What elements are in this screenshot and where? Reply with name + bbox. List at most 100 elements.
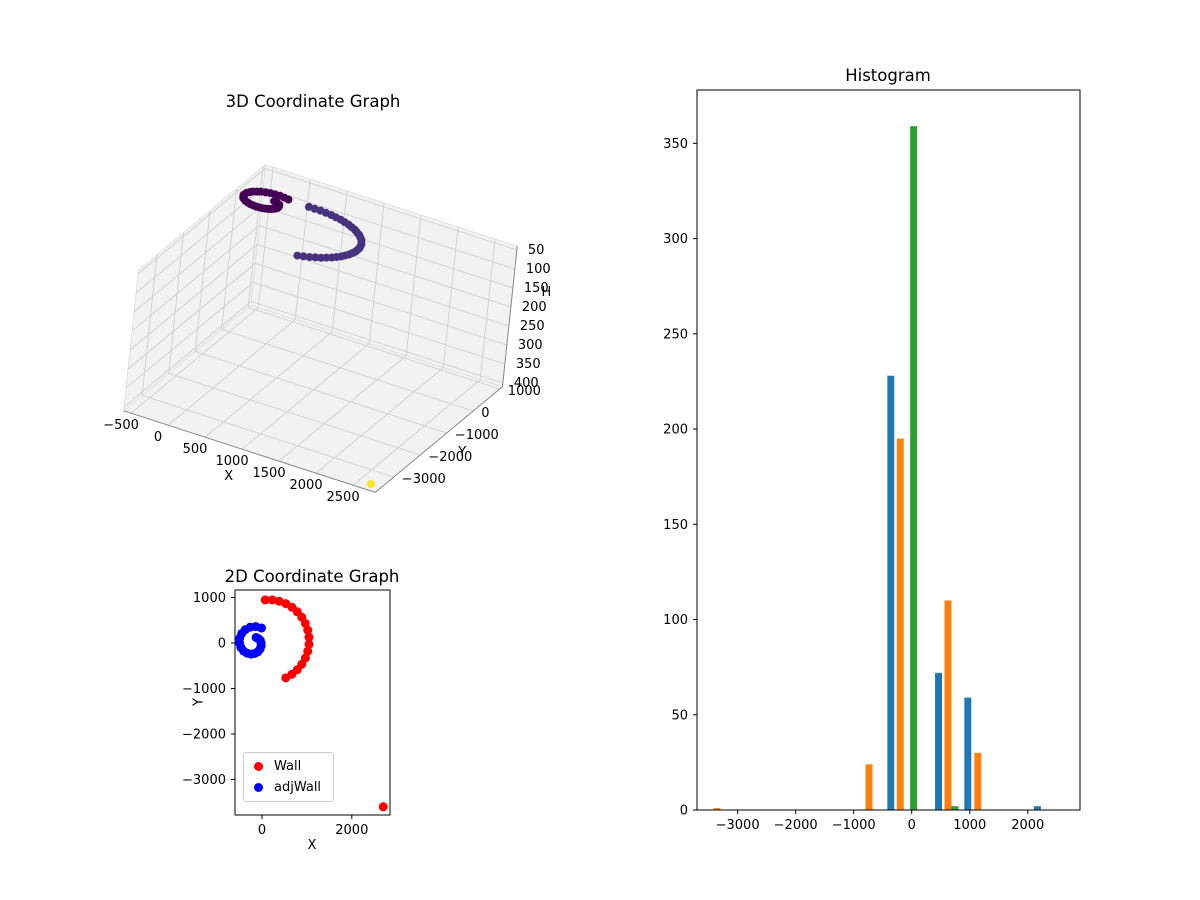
histogram-bar (974, 752, 982, 810)
plot3d-title: 3D Coordinate Graph (225, 92, 401, 111)
legend-item-wall: Wall (254, 759, 321, 774)
plot3d-z-tick-label: 250 (520, 319, 545, 334)
plot3d-x-axis-label: X (224, 469, 233, 484)
grid-line-3d (253, 281, 505, 365)
plot2d-y-tick-label: 1000 (193, 591, 226, 606)
grid-line-3d (442, 226, 459, 368)
scatter3d-point-Wall (317, 253, 326, 262)
grid-line-3d (133, 206, 262, 313)
plot3d-z-tick-label: 300 (518, 338, 543, 353)
plot2d-axes-frame (234, 589, 391, 816)
histogram-y-tick-label: 250 (663, 327, 688, 342)
grid-line-3d (263, 186, 515, 270)
histogram-y-tick-label: 150 (663, 518, 688, 533)
grid-line-3d (315, 367, 444, 474)
histogram-y-tick-label: 100 (663, 613, 688, 628)
scatter3d-point-Wall (299, 252, 308, 261)
plot3d-z-tick-label: 400 (514, 376, 539, 391)
scatter-point-Wall (281, 673, 291, 683)
plot3d-y-axis-label: Y (457, 445, 466, 460)
plot3d-x-tick-label: 1500 (253, 466, 286, 481)
plot2d-y-tick-label: −1000 (182, 682, 226, 697)
histogram-bar (896, 438, 904, 810)
axis-spine-3d (123, 410, 376, 493)
scatter-point-Wall (303, 625, 313, 635)
grid-line-3d (204, 331, 333, 438)
histogram-y-tick-label: 0 (680, 804, 688, 819)
scatter3d-point-Wall (305, 253, 314, 262)
adjwall-marker-icon (254, 783, 263, 792)
histogram-x-tick-label: 2000 (1011, 818, 1044, 833)
histogram-y-tick-label: 300 (663, 232, 688, 247)
grid-line-3d (195, 350, 447, 434)
histogram-y-tick-label: 350 (663, 137, 688, 152)
histogram-bar (887, 375, 895, 810)
histogram-bar (951, 806, 959, 810)
plot3d-y-tick-label: 1000 (508, 384, 541, 399)
histogram-axes-frame (696, 89, 1081, 811)
plot3d-x-tick-label: 0 (154, 430, 162, 445)
plot2d-y-tick-label: 0 (218, 637, 226, 652)
scatter-point-adjWall (251, 633, 261, 643)
grid-line-3d (368, 202, 385, 344)
plot3d-y-tick-label: 0 (481, 406, 489, 421)
plot3d-z-tick-label: 50 (528, 243, 545, 258)
grid-line-3d (352, 379, 481, 486)
grid-line-3d (259, 224, 511, 308)
histogram-bar (713, 808, 721, 810)
scatter3d-point-Wall (293, 251, 302, 260)
plot2d-yaxis-label: Y (191, 698, 207, 706)
histogram-x-tick-label: 0 (908, 818, 916, 833)
plot2d-y-tick-label: −2000 (182, 728, 226, 743)
plot3d-x-tick-label: 1000 (216, 454, 249, 469)
histogram-x-tick-label: −2000 (774, 818, 818, 833)
grid-line-3d (294, 178, 311, 320)
scatter3d-point-Wall (311, 253, 320, 262)
axis-spine-3d (374, 386, 503, 493)
histogram-y-tick-label: 50 (671, 708, 688, 723)
plot3d-z-tick-label: 200 (522, 300, 547, 315)
scatter-point-Wall (304, 632, 314, 642)
grid-line-3d (135, 187, 264, 294)
plot2d-x-tick-label: 2000 (335, 823, 368, 838)
histogram-x-tick-label: −1000 (832, 818, 876, 833)
grid-line-3d (142, 394, 394, 478)
grid-line-3d (405, 214, 422, 356)
histogram-bar (865, 764, 873, 810)
grid-line-3d (127, 263, 256, 370)
plot3d-z-tick-label: 350 (516, 357, 541, 372)
plot3d-x-tick-label: 2500 (327, 490, 360, 505)
plot3d-z-tick-label: 100 (526, 262, 551, 277)
histogram-bar (910, 126, 918, 810)
histogram-y-tick-label: 200 (663, 423, 688, 438)
grid-line-3d (167, 319, 296, 426)
grid-line-3d (479, 238, 496, 380)
grid-line-3d (331, 190, 348, 332)
grid-line-3d (125, 282, 254, 389)
grid-line-3d (221, 328, 474, 412)
plot2d-x-tick-label: 0 (258, 823, 266, 838)
histogram-title: Histogram (845, 66, 931, 85)
grid-line-3d (265, 167, 517, 251)
scatter-point-Wall (260, 595, 270, 605)
scatter-point-Wall (304, 639, 314, 649)
histogram-bar (1033, 806, 1041, 810)
grid-line-3d (168, 372, 421, 456)
legend-item-adjwall: adjWall (254, 780, 321, 795)
scatter3d-point-adjWall (270, 197, 279, 206)
grid-line-3d (261, 205, 513, 289)
grid-line-3d (129, 244, 258, 351)
plot3d-y-tick-label: −1000 (455, 428, 499, 443)
histogram-bar (935, 672, 943, 810)
grid-line-3d (255, 262, 507, 346)
plot3d-x-tick-label: −500 (103, 418, 139, 433)
grid-line-3d (131, 225, 260, 332)
histogram-bar (964, 697, 972, 810)
histogram-bar (944, 600, 952, 810)
legend-label-adjwall: adjWall (274, 780, 322, 795)
grid-line-3d (241, 343, 370, 450)
histogram-x-tick-label: 1000 (953, 818, 986, 833)
plot3d-x-tick-label: 500 (183, 442, 208, 457)
